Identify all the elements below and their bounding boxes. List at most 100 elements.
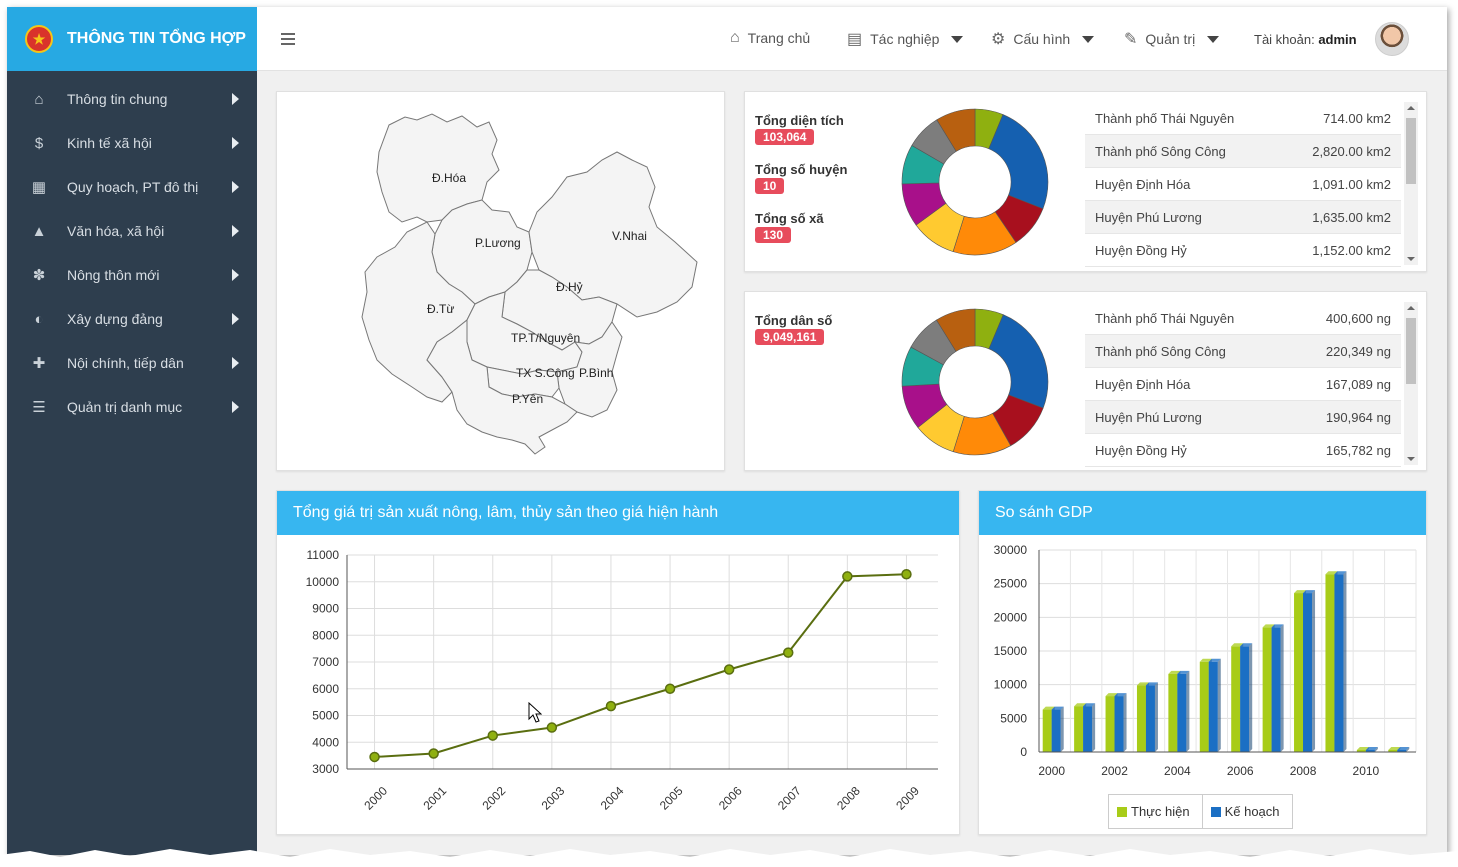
x-tick-label: 2000 bbox=[361, 784, 390, 813]
sidebar-item-quan-tri-danh-muc[interactable]: ☰ Quản trị danh mục bbox=[7, 385, 257, 429]
bar[interactable] bbox=[1083, 706, 1093, 752]
sidebar-item-quy-hoach[interactable]: ▦ Quy hoạch, PT đô thị bbox=[7, 165, 257, 209]
list-item[interactable]: Huyện Định Hóa 1,091.00 km2 bbox=[1085, 168, 1401, 201]
gears-icon: ⚙ bbox=[991, 31, 1006, 48]
bar[interactable] bbox=[1074, 706, 1084, 752]
bar[interactable] bbox=[1199, 661, 1209, 752]
bar[interactable] bbox=[1325, 574, 1335, 752]
data-point[interactable] bbox=[546, 722, 558, 733]
legend-item[interactable]: Thực hiện bbox=[1109, 795, 1202, 828]
account-info[interactable]: Tài khoản: admin bbox=[1254, 32, 1357, 47]
data-point[interactable] bbox=[901, 569, 912, 580]
dollar-icon: $ bbox=[34, 134, 44, 152]
scroll-thumb[interactable] bbox=[1406, 318, 1416, 384]
list-item[interactable]: Thành phố Sông Công 220,349 ng bbox=[1085, 335, 1401, 368]
sidebar-item-nong-thon[interactable]: ✽ Nông thôn mới bbox=[7, 253, 257, 297]
bar[interactable] bbox=[1271, 627, 1281, 752]
data-point[interactable] bbox=[605, 700, 617, 712]
data-point[interactable] bbox=[723, 664, 735, 675]
nav-operations[interactable]: ▤ Tác nghiệp bbox=[847, 29, 964, 49]
area-list-scrollbar[interactable] bbox=[1404, 102, 1418, 265]
nav-config[interactable]: ⚙ Cấu hình bbox=[991, 29, 1095, 49]
sidebar-item-label: Thông tin chung bbox=[67, 91, 168, 107]
total-population-badge: 9,049,161 bbox=[755, 329, 825, 345]
list-item[interactable]: Thành phố Thái Nguyên 714.00 km2 bbox=[1085, 102, 1401, 135]
bar[interactable] bbox=[1294, 593, 1304, 752]
sidebar-item-xay-dung-dang[interactable]: ◐ Xây dựng đảng bbox=[7, 297, 257, 341]
x-tick-label: 2001 bbox=[420, 784, 449, 813]
map-label: V.Nhai bbox=[612, 229, 647, 243]
sidebar-item-kinh-te[interactable]: $ Kinh tế xã hội bbox=[7, 121, 257, 165]
bar[interactable] bbox=[1145, 685, 1155, 752]
data-point[interactable] bbox=[369, 751, 380, 763]
bar[interactable] bbox=[1388, 749, 1398, 752]
list-item[interactable]: Thành phố Sông Công 2,820.00 km2 bbox=[1085, 135, 1401, 168]
list-item[interactable]: Huyện Đồng Hỷ 165,782 ng bbox=[1085, 434, 1401, 467]
sidebar-item-noi-chinh[interactable]: ✚ Nội chính, tiếp dân bbox=[7, 341, 257, 385]
legend-item[interactable]: Kế hoạch bbox=[1201, 795, 1292, 828]
bar[interactable] bbox=[1177, 673, 1187, 752]
y-tick-label: 3000 bbox=[312, 762, 339, 776]
bar[interactable] bbox=[1356, 749, 1366, 752]
bar-top bbox=[1240, 643, 1253, 647]
bar[interactable] bbox=[1303, 593, 1313, 752]
bar[interactable] bbox=[1397, 749, 1407, 752]
donut-slice[interactable] bbox=[936, 108, 976, 152]
bar-top bbox=[1083, 703, 1096, 707]
list-item[interactable]: Huyện Đồng Hỷ 1,152.00 km2 bbox=[1085, 234, 1401, 267]
bar[interactable] bbox=[1114, 696, 1124, 752]
data-point[interactable] bbox=[487, 730, 498, 741]
donut-slice[interactable] bbox=[988, 114, 1049, 210]
bar[interactable] bbox=[1208, 661, 1218, 752]
list-item[interactable]: Thành phố Thái Nguyên 400,600 ng bbox=[1085, 302, 1401, 335]
scroll-thumb[interactable] bbox=[1406, 118, 1416, 184]
server-icon: ▤ bbox=[847, 31, 863, 48]
sidebar-item-thong-tin-chung[interactable]: ⌂ Thông tin chung bbox=[7, 77, 257, 121]
chevron-right-icon bbox=[232, 181, 239, 193]
sidebar-item-van-hoa[interactable]: ▲ Văn hóa, xã hội bbox=[7, 209, 257, 253]
hamburger-menu-icon[interactable] bbox=[281, 33, 295, 45]
panel-title: So sánh GDP bbox=[979, 491, 1426, 535]
bar[interactable] bbox=[1042, 709, 1052, 752]
bar[interactable] bbox=[1168, 673, 1178, 752]
list-item[interactable]: Huyện Phú Lương 190,964 ng bbox=[1085, 401, 1401, 434]
list-item[interactable]: Huyện Định Hóa 167,089 ng bbox=[1085, 368, 1401, 401]
data-point[interactable] bbox=[664, 683, 676, 694]
donut-slice[interactable] bbox=[988, 314, 1049, 409]
chart-legend: Thực hiện Kế hoạch bbox=[1108, 794, 1293, 829]
bar[interactable] bbox=[1240, 646, 1250, 752]
map-region-pho-yen[interactable] bbox=[426, 318, 578, 455]
scroll-down-icon[interactable] bbox=[1407, 257, 1415, 261]
data-point[interactable] bbox=[428, 748, 439, 759]
y-tick-label: 10000 bbox=[306, 575, 340, 589]
district-value: 1,635.00 km2 bbox=[1312, 209, 1391, 225]
scroll-up-icon[interactable] bbox=[1407, 106, 1415, 110]
map-region-dinh-hoa[interactable] bbox=[376, 113, 500, 223]
list-item[interactable]: Huyện Phú Lương 1,635.00 km2 bbox=[1085, 201, 1401, 234]
scroll-down-icon[interactable] bbox=[1407, 457, 1415, 461]
nav-home[interactable]: ⌂ Trang chủ bbox=[730, 29, 810, 47]
district-value: 714.00 km2 bbox=[1323, 110, 1391, 126]
map-label: P.Bình bbox=[579, 366, 613, 380]
map-label: Đ.Hóa bbox=[432, 171, 466, 185]
avatar[interactable] bbox=[1375, 22, 1409, 56]
map-region-phu-binh[interactable] bbox=[556, 321, 623, 418]
bar[interactable] bbox=[1262, 627, 1272, 752]
donut-slice[interactable] bbox=[936, 308, 976, 352]
nav-admin[interactable]: ✎ Quản trị bbox=[1124, 29, 1220, 49]
population-summary-card: Tổng dân số 9,049,161 Thành phố Thái Ngu… bbox=[744, 291, 1427, 471]
bar-side bbox=[1154, 682, 1158, 752]
bar[interactable] bbox=[1136, 685, 1146, 752]
bar[interactable] bbox=[1051, 709, 1061, 752]
x-tick-label: 2008 bbox=[1290, 764, 1317, 778]
bar[interactable] bbox=[1365, 749, 1375, 752]
bar[interactable] bbox=[1105, 696, 1115, 752]
population-list-scrollbar[interactable] bbox=[1404, 302, 1418, 465]
data-point[interactable] bbox=[842, 571, 853, 582]
brand[interactable]: ★ THÔNG TIN TỔNG HỢP bbox=[7, 7, 257, 71]
bar[interactable] bbox=[1231, 646, 1241, 752]
y-tick-label: 20000 bbox=[994, 610, 1028, 624]
bar[interactable] bbox=[1334, 574, 1344, 752]
data-point[interactable] bbox=[783, 647, 794, 658]
scroll-up-icon[interactable] bbox=[1407, 306, 1415, 310]
